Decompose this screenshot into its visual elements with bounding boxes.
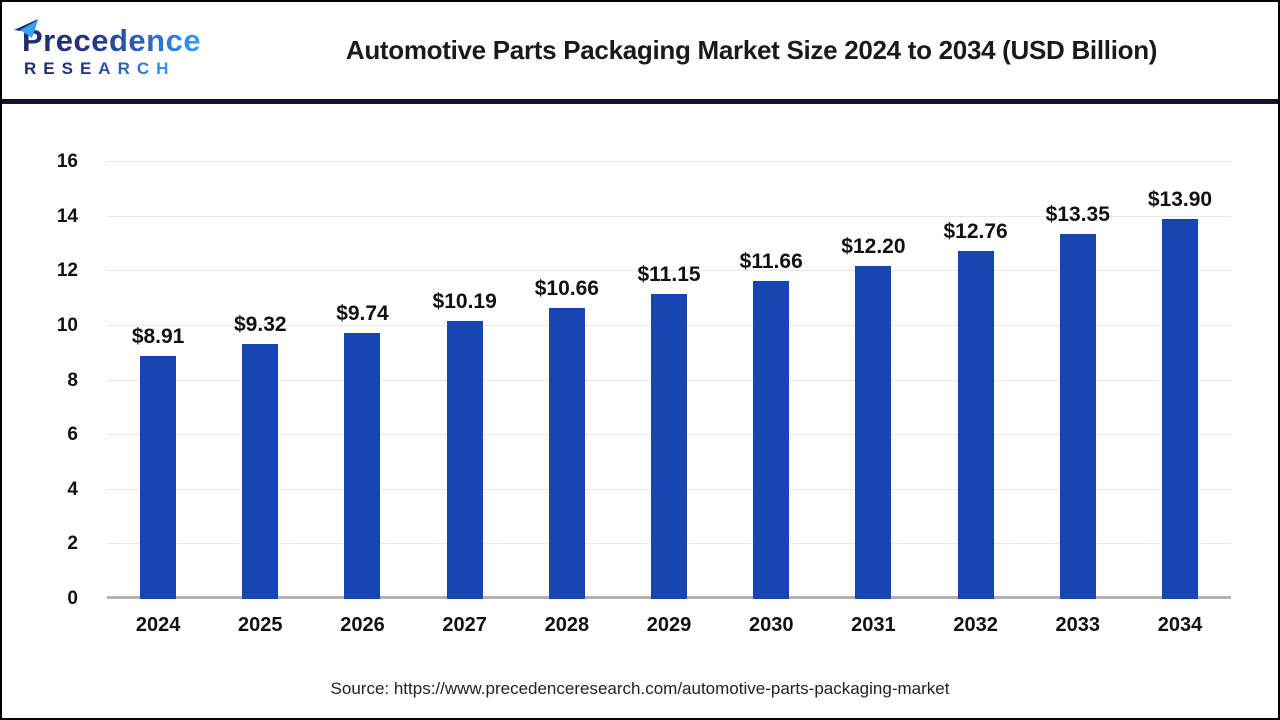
bar-2026 [344,332,381,599]
x-axis-label: 2034 [1157,614,1203,636]
x-axis-label: 2024 [135,614,181,636]
bar-chart: 0 2 4 6 8 10 12 14 16 $8.91 $9.32 $9.74 $10.19 $10.6… [2,104,1278,718]
y-axis-tick-label: 14 [56,205,78,227]
bar-2034 [1161,219,1198,599]
y-axis-tick-label: 16 [56,151,78,172]
bar-value-label: $12.20 [841,234,906,258]
x-axis: 2024 2025 2026 2027 2028 2029 2030 2031 2032 2033… [107,614,1231,637]
bar-2030 [753,280,790,599]
header: Precedence RESEARCH Automotive Parts Pac… [2,2,1278,99]
bar-2032 [957,250,994,599]
bar-group-2033: $13.35 [1027,162,1129,599]
bar-2025 [242,344,279,599]
y-axis-tick-label: 10 [56,314,78,336]
y-axis-tick-label: 2 [67,533,78,555]
y-axis-tick-label: 4 [67,478,78,500]
source-text: Source: https://www.precedenceresearch.c… [330,679,950,698]
bar-2033 [1059,234,1096,599]
gridline [107,270,1231,272]
bar-group-2030: $11.66 [720,162,822,599]
logo-subtitle: RESEARCH [18,60,175,77]
bar-group-2026: $9.74 [311,162,413,599]
bar-group-2034: $13.90 [1129,162,1231,599]
bar-value-label: $13.35 [1045,203,1110,227]
bar-value-label: $10.19 [432,289,497,313]
x-axis-label: 2030 [748,614,794,636]
bar-group-2027: $10.19 [414,162,516,599]
bar-2028 [548,307,585,599]
x-axis-label: 2029 [646,614,692,636]
x-axis-label: 2031 [851,614,896,636]
bar-2024 [140,355,177,599]
x-axis-label: 2026 [340,614,385,636]
gridline [107,215,1231,217]
y-axis-tick-label: 6 [67,424,78,446]
bar-value-label: $9.74 [336,301,389,325]
x-axis-label: 2032 [953,614,998,636]
gridline [107,161,1231,162]
bar-group-2032: $12.76 [925,162,1027,599]
header-divider [2,99,1278,104]
bar-group-2024: $8.91 [107,162,209,599]
bar-2029 [651,294,688,599]
bar-2027 [446,320,483,599]
bar-value-label: $9.32 [234,313,287,337]
title-container: Automotive Parts Packaging Market Size 2… [237,35,1278,66]
bar-value-label: $11.66 [739,249,803,273]
x-axis-label: 2033 [1055,614,1101,636]
plot-area: $8.91 $9.32 $9.74 $10.19 $10.66 $11.15 $11.66 $… [107,161,1231,599]
logo-pennant-icon [14,18,38,38]
bar-2031 [855,265,892,599]
y-axis-tick-label: 8 [67,369,78,391]
x-axis-label: 2028 [544,614,590,636]
logo-wordmark: Precedence [18,25,201,56]
bar-group-2029: $11.15 [618,162,720,599]
bar-value-label: $12.76 [943,219,1008,243]
x-axis-label: 2025 [238,614,283,636]
precedence-research-logo: Precedence RESEARCH [2,18,237,77]
bars-row: $8.91 $9.32 $9.74 $10.19 $10.66 $11.15 $11.66 $… [107,162,1231,599]
bar-value-label: $13.90 [1147,188,1213,212]
bar-value-label: $10.66 [534,276,599,300]
bar-group-2031: $12.20 [822,162,924,599]
y-axis: 0 2 4 6 8 10 12 14 16 [2,151,92,609]
bar-value-label: $8.91 [131,324,185,348]
bar-value-label: $11.15 [637,263,701,287]
bar-group-2025: $9.32 [209,162,311,599]
bar-group-2028: $10.66 [516,162,618,599]
page-title: Automotive Parts Packaging Market Size 2… [345,35,1158,65]
x-axis-label: 2027 [442,614,487,636]
y-axis-tick-label: 12 [56,260,78,282]
y-axis-tick-label: 0 [67,588,78,609]
